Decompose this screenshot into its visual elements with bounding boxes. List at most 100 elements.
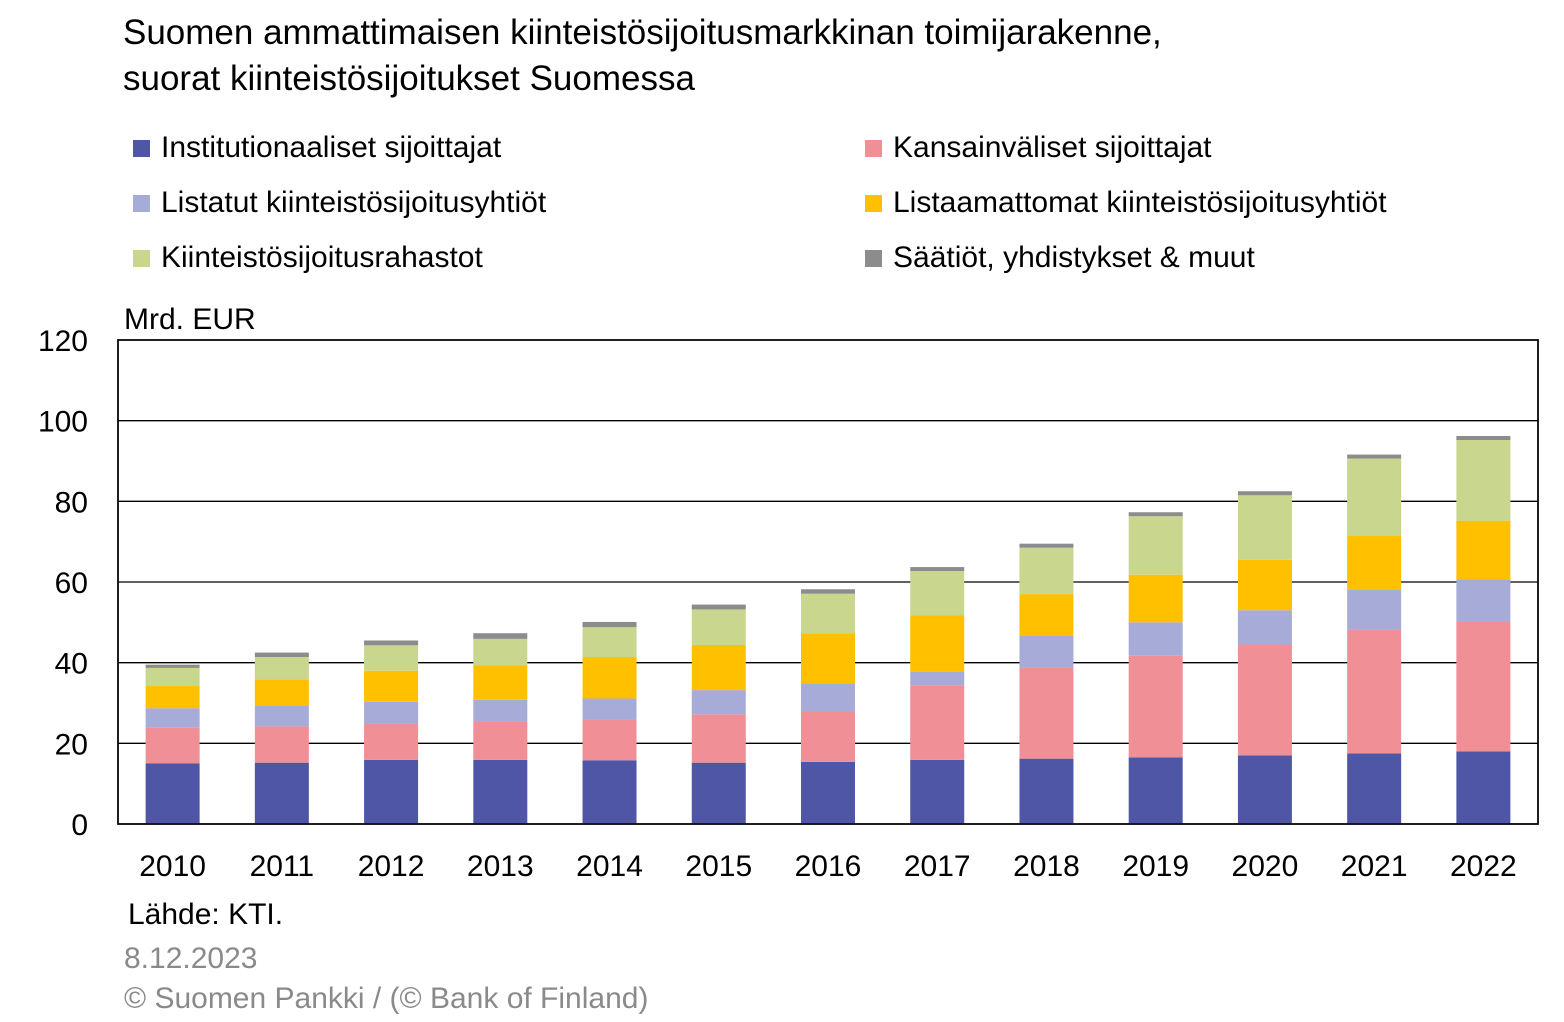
bar-segment: [1019, 594, 1074, 636]
y-tick-label: 20: [55, 728, 88, 761]
legend-label: Listatut kiinteistösijoitusyhtiöt: [161, 186, 547, 219]
bar-segment: [1237, 559, 1292, 611]
legend-item-listatut: Listatut kiinteistösijoitusyhtiöt: [133, 183, 546, 223]
bar-segment: [254, 652, 309, 658]
bar-segment: [1237, 644, 1292, 756]
bar-segment: [254, 679, 309, 706]
copyright-notice: © Suomen Pankki / (© Bank of Finland): [124, 982, 649, 1015]
bar-segment: [1347, 629, 1402, 754]
bar-segment: [1128, 574, 1183, 623]
bar-segment: [254, 657, 309, 680]
x-tick-label: 2011: [250, 850, 315, 883]
bar-segment: [1456, 751, 1511, 824]
legend-item-kansainvaliset: Kansainväliset sijoittajat: [865, 128, 1212, 168]
bar-segment: [801, 589, 855, 594]
bar-segment: [582, 621, 637, 628]
bar-segment: [1347, 536, 1402, 590]
bar-segment: [1019, 758, 1074, 824]
bar-segment: [473, 638, 528, 666]
bar-segment: [801, 711, 855, 762]
bar-segment: [473, 665, 528, 700]
bar-segment: [364, 670, 419, 702]
bar-segment: [145, 667, 200, 687]
bar-segment: [1347, 589, 1402, 630]
bar-segment: [1347, 454, 1402, 459]
bar-segment: [1456, 520, 1511, 580]
bar-segment: [1128, 512, 1183, 517]
bar-segment: [1019, 635, 1074, 668]
x-tick-label: 2020: [1232, 850, 1299, 883]
bar-segment: [910, 671, 965, 686]
y-tick-label: 60: [55, 567, 88, 600]
legend-item-rahastot: Kiinteistösijoitusrahastot: [133, 238, 483, 278]
bar-segment: [691, 762, 746, 824]
bar-segment: [145, 686, 200, 709]
bar-segment: [1237, 495, 1292, 560]
bar-segment: [364, 640, 419, 646]
bar-segment: [473, 699, 528, 722]
y-tick-label: 80: [55, 486, 88, 519]
bar-segment: [1128, 622, 1183, 656]
bar-segment: [145, 727, 200, 764]
bar-segment: [1347, 753, 1402, 824]
bar-segment: [1019, 543, 1074, 548]
bar-segment: [910, 685, 965, 760]
bar-segment: [364, 645, 419, 671]
bar-segment: [254, 705, 309, 727]
legend-item-saatiot: Säätiöt, yhdistykset & muut: [865, 238, 1255, 278]
bar-segment: [582, 627, 637, 658]
y-tick-label: 100: [38, 406, 88, 439]
bar-segment: [1456, 621, 1511, 752]
publication-date: 8.12.2023: [124, 942, 258, 975]
legend-swatch: [133, 249, 150, 267]
bar-segment: [801, 593, 855, 634]
bar-segment: [364, 759, 419, 824]
chart-title-line-1: Suomen ammattimaisen kiinteistösijoitusm…: [123, 13, 1162, 52]
bar-segment: [910, 759, 965, 824]
x-tick-label: 2015: [685, 850, 752, 883]
bar-segment: [691, 690, 746, 715]
x-tick-label: 2016: [795, 850, 862, 883]
legend-label: Kiinteistösijoitusrahastot: [161, 241, 483, 274]
bar-segment: [1128, 757, 1183, 824]
bar-segment: [364, 723, 419, 760]
bar-segment: [145, 708, 200, 728]
x-tick-label: 2013: [467, 850, 534, 883]
x-tick-label: 2017: [904, 850, 971, 883]
bar-segment: [582, 657, 637, 699]
bar-segment: [145, 763, 200, 824]
source-note: Lähde: KTI.: [128, 898, 284, 931]
plot-border: [117, 339, 1539, 825]
bar-segment: [691, 604, 746, 610]
y-axis-unit-label: Mrd. EUR: [124, 303, 256, 336]
bar-segment: [364, 701, 419, 724]
legend-swatch: [133, 139, 150, 157]
legend-label: Institutionaaliset sijoittajat: [161, 131, 502, 164]
bar-segment: [473, 633, 528, 639]
x-tick-label: 2010: [139, 850, 206, 883]
x-tick-label: 2014: [576, 850, 643, 883]
legend-swatch: [133, 194, 150, 212]
y-tick-label: 0: [71, 809, 88, 842]
bar-segment: [691, 714, 746, 763]
bar-segment: [910, 615, 965, 672]
bar-segment: [801, 633, 855, 684]
x-tick-label: 2019: [1122, 850, 1189, 883]
bar-segment: [801, 683, 855, 712]
bar-segment: [910, 571, 965, 616]
x-tick-label: 2012: [358, 850, 425, 883]
bar-segment: [1347, 458, 1402, 537]
bar-segment: [582, 698, 637, 720]
legend-label: Säätiöt, yhdistykset & muut: [893, 241, 1255, 274]
bar-segment: [691, 609, 746, 645]
bar-segment: [1456, 435, 1511, 441]
bar-segment: [1128, 516, 1183, 575]
bar-segment: [145, 664, 200, 668]
bar-segment: [910, 567, 965, 572]
bar-segment: [1019, 667, 1074, 759]
bar-segment: [254, 762, 309, 824]
x-tick-label: 2022: [1450, 850, 1517, 883]
bar-segment: [1237, 491, 1292, 496]
legend-item-listaamattomat: Listaamattomat kiinteistösijoitusyhtiöt: [865, 183, 1387, 223]
legend-swatch: [865, 139, 882, 157]
